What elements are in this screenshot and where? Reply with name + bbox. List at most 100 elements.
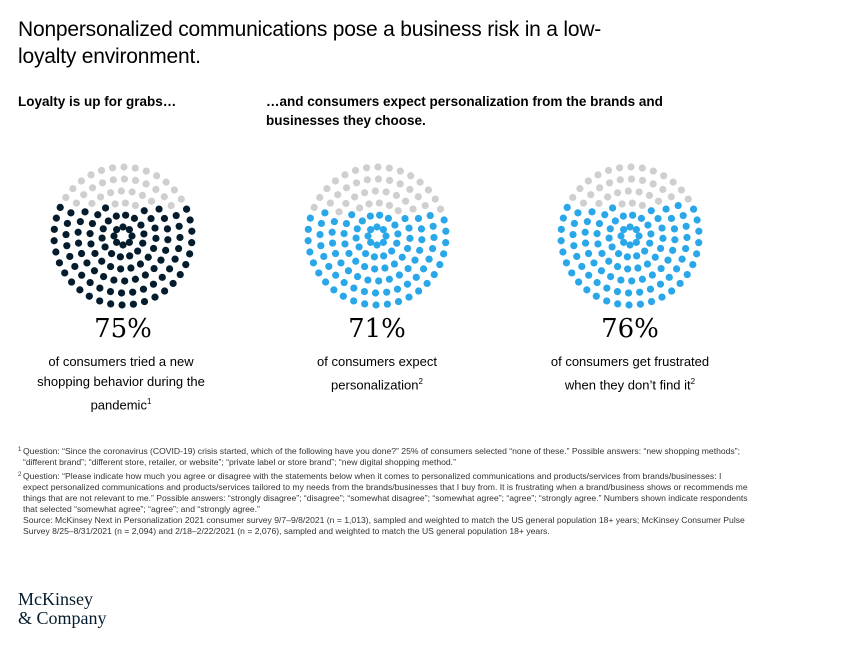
dot-filled <box>188 227 196 235</box>
dot-filled <box>383 300 392 308</box>
dot-empty <box>584 177 592 185</box>
dot-empty <box>421 201 429 210</box>
dot-filled <box>186 216 194 224</box>
dot-empty <box>351 193 359 201</box>
dot-empty <box>109 176 117 184</box>
dot-filled <box>117 265 125 273</box>
dot-empty <box>97 166 106 175</box>
dot-filled <box>165 265 174 273</box>
dot-empty <box>638 176 647 184</box>
source-note: Source: McKinsey Next in Personalization… <box>23 515 745 536</box>
dot-filled <box>614 300 622 308</box>
dot-filled <box>381 264 389 272</box>
dot-filled <box>654 214 662 223</box>
dot-filled <box>358 217 366 225</box>
dot-filled <box>61 269 69 277</box>
dot-filled <box>186 250 194 258</box>
dot-chart-new-shopping-behavior <box>50 163 196 309</box>
dot-empty <box>660 172 668 180</box>
dot-filled <box>570 242 578 250</box>
dot-empty <box>409 205 417 213</box>
subhead-right: …and consumers expect personalization fr… <box>266 94 663 128</box>
dot-filled <box>76 286 84 294</box>
footnote-mark: 2 <box>18 472 22 478</box>
dot-empty <box>316 193 324 202</box>
dot-filled <box>557 225 565 233</box>
dot-filled <box>364 232 372 240</box>
dot-filled <box>617 232 625 240</box>
dot-empty <box>138 191 147 199</box>
dot-empty <box>167 201 175 210</box>
chart-title: Nonpersonalized communications pose a bu… <box>18 18 602 68</box>
stat-value-1: 75% <box>94 314 152 344</box>
dot-filled <box>415 287 423 295</box>
dot-filled <box>634 264 642 272</box>
dot-filled <box>683 270 691 279</box>
dot-filled <box>52 214 60 222</box>
dot-filled <box>419 265 428 273</box>
dot-filled <box>643 260 652 268</box>
dot-filled <box>605 234 613 242</box>
dot-filled <box>665 273 673 281</box>
dot-filled <box>644 221 652 229</box>
dot-filled <box>632 226 640 234</box>
dot-filled <box>91 249 99 258</box>
dot-filled <box>584 249 593 258</box>
dot-empty <box>587 191 595 199</box>
dot-filled <box>669 246 677 254</box>
dot-empty <box>392 191 401 199</box>
dot-filled <box>309 259 318 267</box>
dot-filled <box>662 205 670 213</box>
dot-filled <box>86 230 94 238</box>
dot-empty <box>153 172 161 180</box>
dot-filled <box>635 232 643 240</box>
dot-filled <box>99 225 107 233</box>
dot-empty <box>87 171 95 179</box>
dot-filled <box>119 223 127 231</box>
dot-filled <box>332 271 340 279</box>
dot-empty <box>362 164 371 172</box>
dot-empty <box>160 193 168 201</box>
dot-filled <box>403 280 412 288</box>
dot-filled <box>130 214 139 222</box>
dot-filled <box>96 284 104 292</box>
dot-filled <box>574 278 583 286</box>
dot-empty <box>326 199 335 207</box>
dot-empty <box>72 199 81 207</box>
dot-filled <box>151 224 159 232</box>
dot-filled <box>393 285 402 293</box>
dot-filled <box>315 269 323 277</box>
dot-filled <box>350 284 358 292</box>
dot-filled <box>50 237 58 245</box>
dot-filled <box>695 239 703 247</box>
dot-empty <box>374 175 383 183</box>
dot-filled <box>56 203 64 212</box>
dot-filled <box>152 234 160 242</box>
dot-empty <box>424 186 433 194</box>
dot-filled <box>429 244 437 253</box>
dot-filled <box>371 265 379 273</box>
dot-filled <box>140 297 149 306</box>
dot-filled <box>353 273 362 281</box>
dot-filled <box>337 259 345 267</box>
dot-filled <box>425 255 433 263</box>
dot-filled <box>83 259 91 267</box>
dot-empty <box>77 177 85 185</box>
dot-filled <box>67 209 75 217</box>
stat-description-1: of consumers tried a new shopping behavi… <box>37 354 205 413</box>
dot-filled <box>367 226 375 234</box>
dot-filled <box>393 239 401 247</box>
dot-filled <box>344 267 353 275</box>
dot-filled <box>388 247 396 255</box>
dot-empty <box>649 167 657 175</box>
dot-filled <box>136 260 145 268</box>
dot-empty <box>385 164 393 172</box>
dot-filled <box>606 225 614 233</box>
dot-filled <box>121 277 129 285</box>
dot-filled <box>144 253 152 261</box>
dot-filled <box>637 214 646 222</box>
dot-empty <box>635 188 643 196</box>
dot-filled <box>442 239 450 247</box>
dot-empty <box>569 193 577 202</box>
dot-empty <box>605 179 614 187</box>
